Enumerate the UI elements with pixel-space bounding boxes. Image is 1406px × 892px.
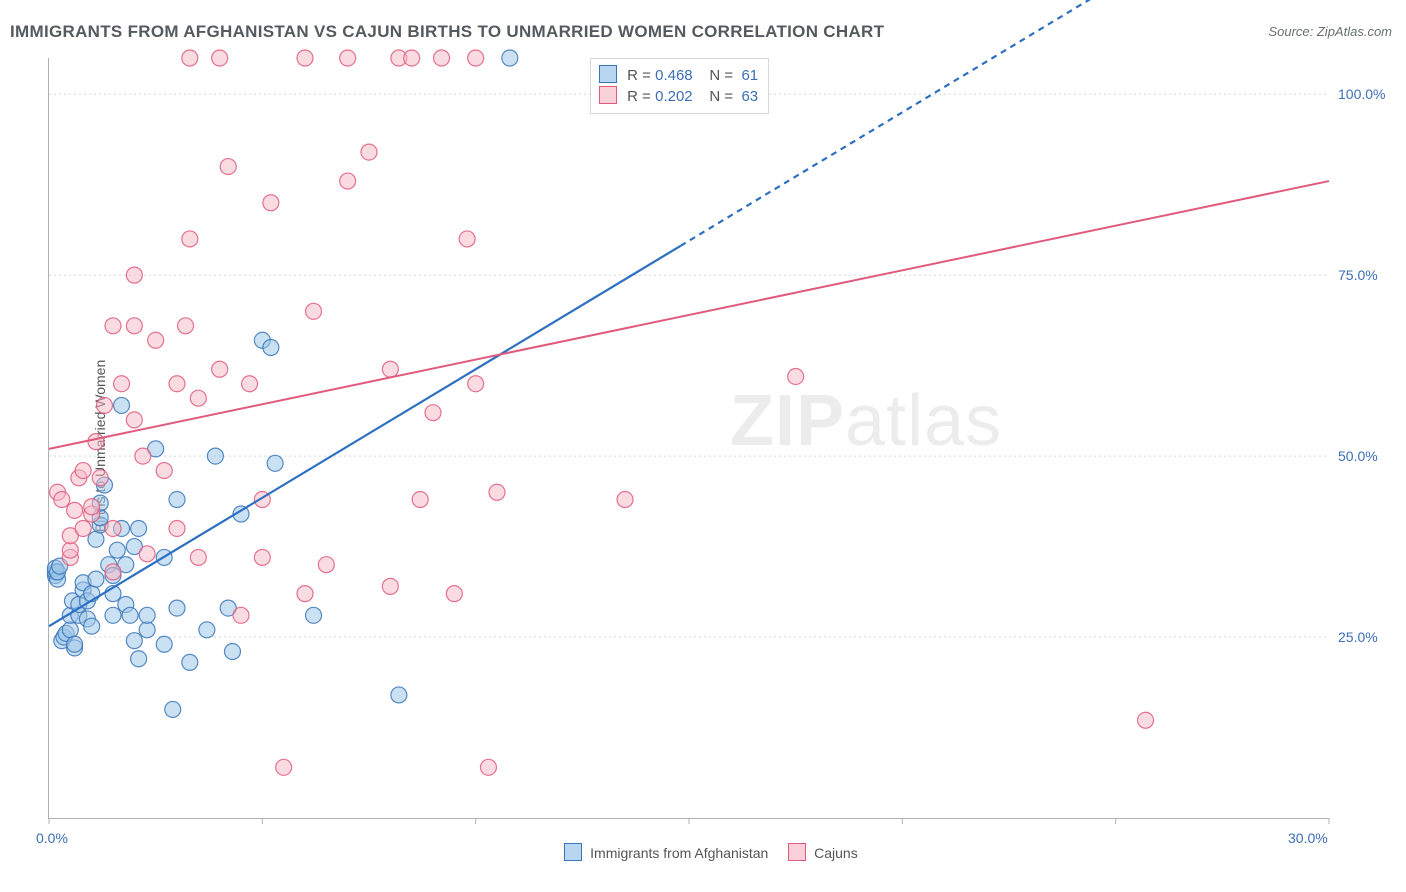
legend-label-0: Immigrants from Afghanistan <box>590 845 768 861</box>
stats-row-0: R = 0.468 N = 61 <box>599 65 758 84</box>
y-tick-label: 25.0% <box>1338 629 1378 645</box>
r-label-0: R = <box>627 67 651 84</box>
n-value-1: 63 <box>741 88 758 105</box>
n-label-0: N = <box>709 67 733 84</box>
chart-title: IMMIGRANTS FROM AFGHANISTAN VS CAJUN BIR… <box>10 22 884 42</box>
y-tick-label: 75.0% <box>1338 267 1378 283</box>
r-value-0: 0.468 <box>655 67 693 84</box>
stats-swatch-0 <box>599 65 617 83</box>
series-legend: Immigrants from Afghanistan Cajuns <box>0 843 1406 861</box>
scatter-plot <box>48 58 1329 819</box>
y-tick-label: 100.0% <box>1338 86 1385 102</box>
legend-swatch-0 <box>564 843 582 861</box>
legend-swatch-1 <box>788 843 806 861</box>
stats-row-1: R = 0.202 N = 63 <box>599 86 758 105</box>
y-tick-label: 50.0% <box>1338 448 1378 464</box>
x-tick-label: 30.0% <box>1288 830 1328 846</box>
r-value-1: 0.202 <box>655 88 693 105</box>
source-attribution: Source: ZipAtlas.com <box>1268 24 1392 39</box>
r-label-1: R = <box>627 88 651 105</box>
n-value-0: 61 <box>741 67 758 84</box>
legend-label-1: Cajuns <box>814 845 858 861</box>
x-tick-label: 0.0% <box>36 830 68 846</box>
n-label-1: N = <box>709 88 733 105</box>
plot-svg <box>49 58 1329 818</box>
stats-legend: R = 0.468 N = 61 R = 0.202 N = 63 <box>590 58 769 114</box>
stats-swatch-1 <box>599 86 617 104</box>
